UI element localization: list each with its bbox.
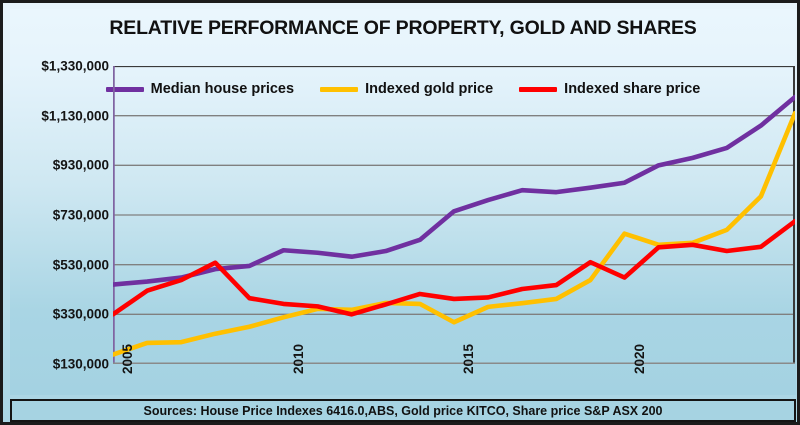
y-axis-label: $1,130,000 [41, 108, 109, 124]
chart-card: RELATIVE PERFORMANCE OF PROPERTY, GOLD A… [10, 9, 796, 395]
x-axis-label: 2020 [631, 343, 647, 374]
legend-label: Median house prices [150, 81, 295, 97]
y-axis-label: $530,000 [52, 257, 109, 273]
series-line [113, 94, 795, 287]
x-axis-labels: 20052010201520202025 [10, 9, 800, 425]
legend-item: Indexed share price [519, 81, 700, 97]
legend-swatch-icon [519, 86, 558, 92]
x-axis-label: 2015 [461, 343, 476, 374]
y-axis-label: $930,000 [52, 157, 109, 173]
y-axis-label: $1,330,000 [41, 58, 109, 74]
chart-title: RELATIVE PERFORMANCE OF PROPERTY, GOLD A… [109, 17, 697, 39]
legend-swatch-icon [320, 86, 359, 92]
source-band: Sources: House Price Indexes 6416.0,ABS,… [10, 399, 796, 422]
y-axis-labels: $1,330,000 $1,130,000 $930,000 $730,000 $530… [10, 9, 109, 425]
legend-label: Indexed share price [564, 81, 701, 97]
legend-item: Indexed gold price [320, 81, 493, 97]
chart-svg [113, 66, 795, 364]
legend-swatch-icon [105, 86, 144, 92]
source-text: Sources: House Price Indexes 6416.0,ABS,… [143, 403, 663, 418]
x-axis-label: 2010 [290, 343, 306, 374]
legend-label: Indexed gold price [365, 81, 494, 97]
y-axis-label: $730,000 [52, 207, 109, 223]
y-axis-label: $330,000 [52, 306, 109, 322]
series-line [113, 218, 795, 317]
x-axis-label: 2005 [120, 343, 135, 374]
legend-item: Median house prices [105, 81, 295, 97]
plot-area [113, 66, 795, 364]
chart-legend: Median house prices Indexed gold price Ind… [10, 81, 796, 97]
y-axis-label: $130,000 [52, 356, 109, 372]
